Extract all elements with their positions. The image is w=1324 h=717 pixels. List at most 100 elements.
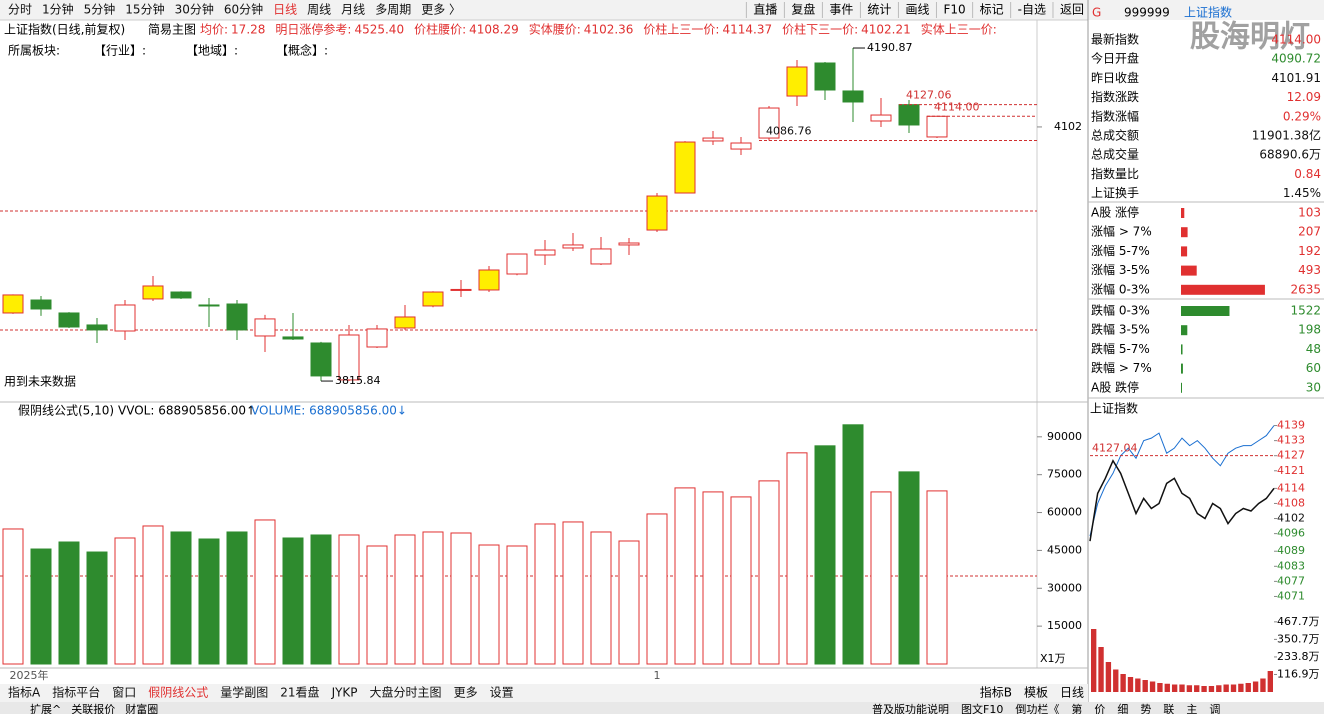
tab[interactable]: 分时 [8,3,32,17]
breadth-label: 跌幅 0-3% [1091,303,1150,318]
toolbar-button[interactable]: 画线 [905,3,929,17]
price-label: 4086.76 [766,124,812,137]
quote-value: 1.45% [1283,186,1321,200]
mini-volume-bar [1142,680,1148,692]
tab[interactable]: 周线 [307,3,331,17]
tab[interactable]: 30分钟 [175,2,214,17]
status-item[interactable]: 倒功栏《 [1015,702,1059,716]
candle-body [814,62,836,91]
volume-bar [478,544,500,665]
status-item[interactable]: 关联报价 [71,702,115,716]
bottom-tab[interactable]: 21看盘 [280,685,319,700]
volume-title: 假阴线公式(5,10) [18,404,114,418]
y-tick-label: 4096 [1277,527,1305,540]
mini-volume-bar [1171,684,1178,692]
status-item[interactable]: 第 [1071,702,1082,716]
breadth-bar [1181,284,1265,295]
status-item[interactable]: 主 [1186,703,1197,716]
status-item[interactable]: 细 [1117,703,1128,716]
info-main: 简易主图 [148,23,196,37]
bottom-tab[interactable]: 指标A [8,685,41,700]
tab[interactable]: 月线 [341,3,365,17]
toolbar-button[interactable]: 标记 [980,3,1004,17]
bottom-tab[interactable]: 窗口 [112,686,136,700]
breadth-bar [1181,363,1183,374]
mini-volume-bar [1149,681,1156,692]
mini-volume-bar [1216,685,1222,692]
mini-volume-bar [1179,684,1185,692]
breadth-bar [1181,325,1188,336]
status-item[interactable]: 价 [1094,703,1105,716]
candle-body [86,324,108,331]
bottom-tab[interactable]: 更多 [454,686,478,700]
volume-bar [170,531,192,665]
bottom-tab[interactable]: 日线 [1060,686,1084,700]
toolbar-button[interactable]: 直播 [753,3,777,17]
indicator: VOLUME: 688905856.00↓ [251,404,407,418]
volume-bar [198,538,220,665]
toolbar-button[interactable]: -自选 [1018,3,1046,17]
volume-bar [814,445,836,665]
toolbar-button[interactable]: 返回 [1060,3,1084,17]
y-tick-label: 4089 [1277,544,1305,557]
quote-value: 0.84 [1294,167,1321,181]
volume-bar [30,548,52,665]
x-tick-label: 2025年 [10,668,49,682]
status-item[interactable]: 普及版功能说明 [872,702,949,716]
mini-volume-bar [1105,662,1112,692]
quote-name: 上证指数 [1184,5,1232,20]
breadth-bar [1181,227,1188,238]
tab[interactable]: 1分钟 [42,2,74,17]
bottom-tab[interactable]: 量学副图 [220,685,268,700]
bottom-tab[interactable]: 假阴线公式 [148,686,208,700]
status-item[interactable]: 调 [1209,703,1220,716]
toolbar-button[interactable]: 复盘 [791,2,815,17]
volume-bar [646,513,668,665]
bottom-tab[interactable]: 模板 [1024,686,1048,700]
bottom-tab[interactable]: 指标平台 [52,685,100,700]
volume-bar [114,537,136,665]
tab[interactable]: 60分钟 [224,2,263,17]
y-tick-label: 75000 [1047,468,1082,481]
tab[interactable]: 5分钟 [84,2,116,17]
tab[interactable]: 更多 〉 [421,3,461,17]
breadth-bar [1181,306,1230,316]
bottom-tab[interactable]: JYKP [331,686,358,700]
status-item[interactable]: 联 [1163,703,1174,716]
status-item[interactable]: 扩展^ [30,702,61,716]
volume-bar [870,491,892,665]
y-tick-label: 4102 [1277,512,1305,525]
status-item[interactable]: 图文F10 [961,702,1003,716]
mini-volume-bar [1186,685,1193,692]
bottom-tab[interactable]: 指标B [980,685,1012,700]
candle-body [506,253,528,275]
price-label: 4114.00 [934,100,980,113]
status-item[interactable]: 财富圈 [125,702,158,716]
tab[interactable]: 多周期 [375,3,411,17]
toolbar-button[interactable]: 事件 [829,3,853,17]
breadth-value: 192 [1298,244,1321,258]
mini-volume-bar [1157,683,1163,692]
candle-body [170,291,192,299]
candle-body [450,288,472,291]
y-tick-label: 4139 [1277,419,1305,432]
info-label: 实体上三一价: [921,22,997,37]
volume-bar [618,540,640,665]
volume-bar [338,534,360,665]
breadth-value: 103 [1298,206,1321,220]
bottom-tab[interactable]: 大盘分时主图 [370,685,442,700]
mini-volume-bar [1127,677,1134,692]
tab[interactable]: 日线 [273,3,297,17]
tab[interactable]: 15分钟 [125,2,164,17]
status-item[interactable]: 势 [1140,703,1151,716]
toolbar-button[interactable]: 统计 [867,3,891,17]
status-bg [0,702,1324,714]
volume-bar [590,531,612,665]
toolbar-button[interactable]: F10 [943,3,965,17]
volume-bar [534,523,556,665]
bottom-tab[interactable]: 设置 [490,686,514,700]
quote-value: 68890.6万 [1259,148,1321,162]
y-tick-label: 233.8万 [1277,650,1320,663]
